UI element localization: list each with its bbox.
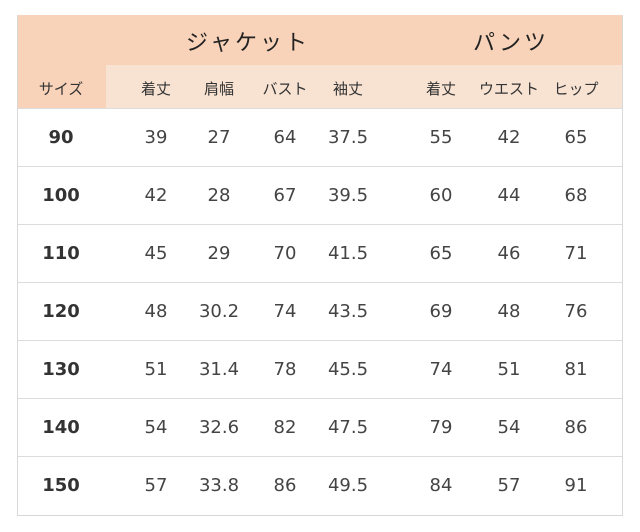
cell-hip: 71 [564,243,588,264]
cell-jacket-length: 39 [144,127,168,148]
cell-shoulder-width: 29 [207,243,231,264]
cell-pants-length: 55 [429,127,453,148]
size-chart-table: ジャケット パンツ サイズ 着丈 肩幅 バスト 袖丈 着丈 ウエスト ヒップ 90 39 27 64… [17,15,623,516]
cell-sleeve-length: 43.5 [327,301,369,322]
cell-jacket-length: 57 [144,475,168,496]
cell-sleeve-length: 39.5 [327,185,369,206]
size-header-bg [18,65,106,108]
cell-shoulder-width: 33.8 [198,475,240,496]
cell-waist: 48 [497,301,521,322]
cell-pants-length: 65 [429,243,453,264]
cell-size: 100 [42,185,80,206]
cell-bust: 70 [273,243,297,264]
cell-waist: 54 [497,417,521,438]
cell-sleeve-length: 45.5 [327,359,369,380]
cell-bust: 86 [273,475,297,496]
cell-pants-length: 69 [429,301,453,322]
cell-bust: 74 [273,301,297,322]
cell-hip: 86 [564,417,588,438]
cell-size: 150 [42,475,80,496]
cell-size: 140 [42,417,80,438]
cell-size: 120 [42,301,80,322]
cell-pants-length: 79 [429,417,453,438]
cell-waist: 51 [497,359,521,380]
cell-sleeve-length: 47.5 [327,417,369,438]
header-shoulder-width: 肩幅 [203,80,235,98]
table-row: 140 54 32.6 82 47.5 79 54 86 [18,398,622,457]
cell-waist: 46 [497,243,521,264]
cell-sleeve-length: 37.5 [327,127,369,148]
cell-pants-length: 60 [429,185,453,206]
header-jacket-length: 着丈 [140,80,172,98]
cell-jacket-length: 51 [144,359,168,380]
cell-waist: 57 [497,475,521,496]
column-header-row: サイズ 着丈 肩幅 バスト 袖丈 着丈 ウエスト ヒップ [18,65,622,108]
cell-jacket-length: 45 [144,243,168,264]
cell-waist: 42 [497,127,521,148]
cell-pants-length: 74 [429,359,453,380]
cell-sleeve-length: 49.5 [327,475,369,496]
header-pants-length: 着丈 [425,80,457,98]
cell-bust: 67 [273,185,297,206]
table-row: 90 39 27 64 37.5 55 42 65 [18,108,622,167]
cell-shoulder-width: 28 [207,185,231,206]
cell-hip: 91 [564,475,588,496]
header-size: サイズ [38,80,84,98]
cell-hip: 81 [564,359,588,380]
cell-pants-length: 84 [429,475,453,496]
cell-shoulder-width: 32.6 [198,417,240,438]
cell-hip: 65 [564,127,588,148]
table-row: 120 48 30.2 74 43.5 69 48 76 [18,282,622,341]
cell-jacket-length: 48 [144,301,168,322]
cell-jacket-length: 42 [144,185,168,206]
group-pants: パンツ [472,31,550,56]
cell-shoulder-width: 27 [207,127,231,148]
header-bust: バスト [262,80,308,98]
cell-shoulder-width: 30.2 [198,301,240,322]
table-row: 110 45 29 70 41.5 65 46 71 [18,224,622,283]
table-row: 150 57 33.8 86 49.5 84 57 91 [18,456,622,515]
cell-sleeve-length: 41.5 [327,243,369,264]
cell-size: 90 [48,127,74,148]
cell-waist: 44 [497,185,521,206]
cell-bust: 78 [273,359,297,380]
cell-size: 110 [42,243,80,264]
cell-hip: 68 [564,185,588,206]
header-sleeve-length: 袖丈 [332,80,364,98]
group-jacket: ジャケット [186,31,310,56]
cell-shoulder-width: 31.4 [198,359,240,380]
cell-bust: 64 [273,127,297,148]
table-row: 130 51 31.4 78 45.5 74 51 81 [18,340,622,399]
header-hip: ヒップ [553,80,599,98]
cell-bust: 82 [273,417,297,438]
header-waist: ウエスト [478,80,540,98]
cell-jacket-length: 54 [144,417,168,438]
group-header-row: ジャケット パンツ [18,15,622,65]
cell-hip: 76 [564,301,588,322]
table-row: 100 42 28 67 39.5 60 44 68 [18,166,622,225]
cell-size: 130 [42,359,80,380]
